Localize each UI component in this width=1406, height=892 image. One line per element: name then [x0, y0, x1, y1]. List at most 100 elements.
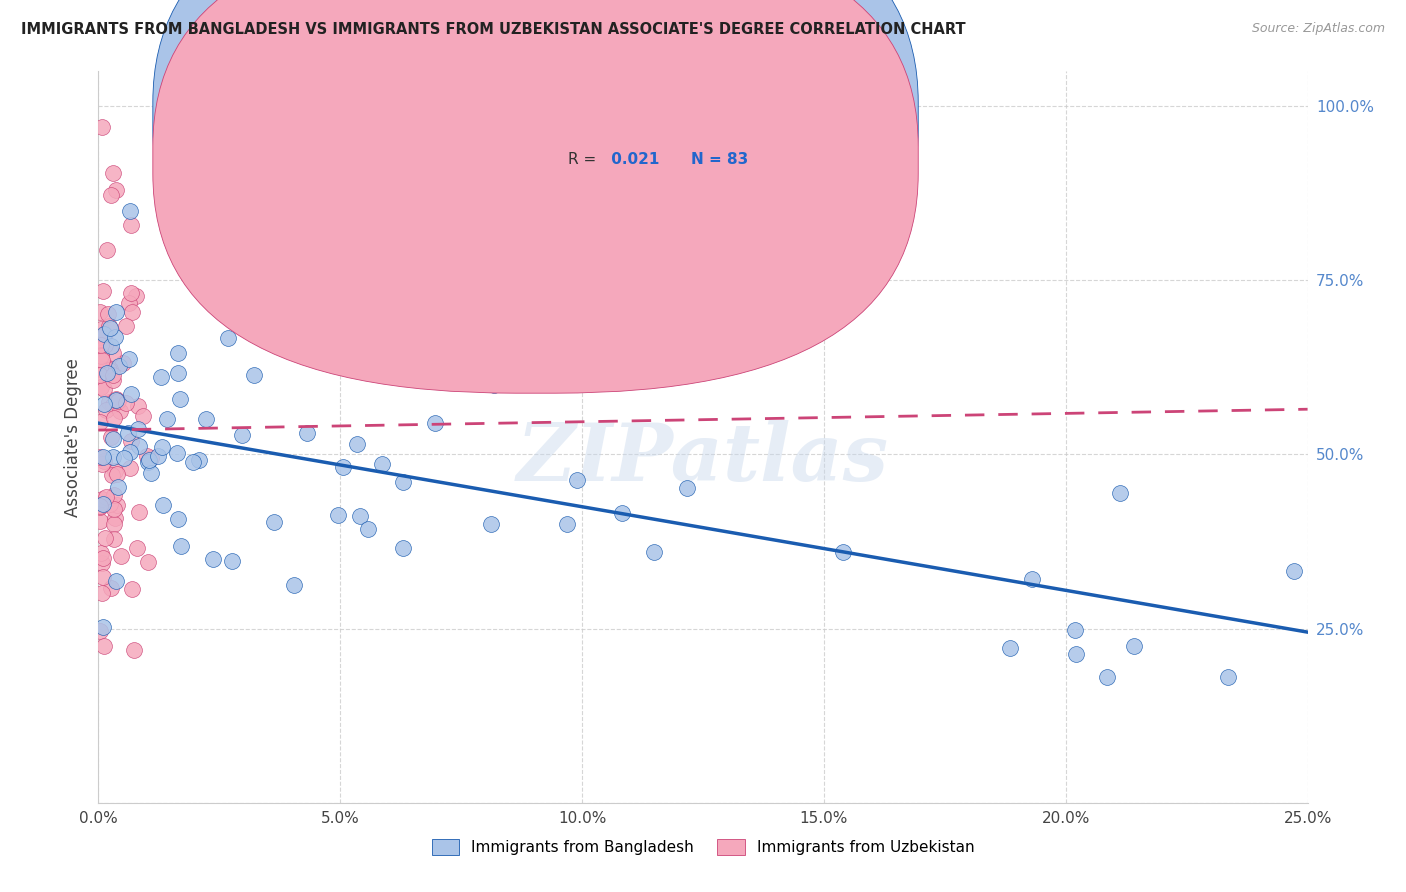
Point [349, 509, 371, 524]
Point [105, 498, 128, 512]
Point [135, 449, 157, 463]
Point [115, 396, 138, 410]
Point [94, 326, 117, 341]
Point [91, 620, 114, 634]
Point [97, 307, 120, 321]
Point [127, 399, 149, 413]
Point [89, 499, 111, 513]
Point [93, 338, 115, 352]
Point [89, 500, 111, 514]
Point [832, 545, 855, 559]
Point [136, 555, 159, 569]
Point [263, 515, 285, 529]
Point [482, 378, 505, 392]
Point [105, 467, 128, 481]
Point [998, 641, 1021, 656]
Point [423, 416, 446, 430]
Point [107, 394, 129, 409]
Point [118, 295, 141, 310]
Point [1284, 564, 1306, 578]
Point [101, 467, 124, 482]
Point [103, 368, 125, 383]
Point [120, 285, 142, 300]
Text: 0.021: 0.021 [606, 152, 659, 167]
Point [103, 501, 125, 516]
Point [94, 491, 117, 505]
Y-axis label: Associate's Degree: Associate's Degree [65, 358, 83, 516]
Point [104, 330, 127, 344]
FancyBboxPatch shape [494, 87, 810, 191]
Point [98, 497, 121, 511]
Point [96, 243, 118, 257]
Point [243, 368, 266, 383]
Point [104, 464, 127, 478]
Point [91, 120, 114, 134]
Point [97, 395, 120, 409]
Point [89, 416, 111, 430]
FancyBboxPatch shape [153, 0, 918, 350]
Point [112, 356, 135, 370]
Point [90, 586, 112, 600]
Point [104, 304, 127, 318]
Point [156, 411, 179, 425]
Point [100, 338, 122, 352]
Point [231, 427, 253, 442]
Point [187, 453, 209, 467]
Point [118, 445, 141, 459]
Point [97, 319, 120, 334]
Point [90, 338, 112, 352]
Point [98, 320, 121, 334]
Point [101, 346, 124, 360]
Point [93, 382, 115, 396]
Point [93, 639, 115, 653]
Point [120, 387, 142, 401]
Point [612, 507, 634, 521]
Point [217, 331, 239, 345]
Point [1095, 670, 1118, 684]
Point [103, 433, 125, 447]
Point [105, 574, 128, 589]
Point [1109, 486, 1132, 500]
Point [98, 362, 121, 376]
Point [150, 440, 173, 454]
Point [100, 430, 122, 444]
Point [152, 498, 174, 512]
Point [170, 539, 193, 553]
Point [127, 421, 149, 435]
Point [479, 517, 502, 532]
Point [167, 345, 190, 359]
Point [91, 556, 114, 570]
Point [121, 582, 143, 597]
Point [141, 467, 163, 481]
Point [89, 305, 111, 319]
Text: R =: R = [568, 152, 600, 167]
Point [371, 457, 394, 471]
Point [132, 409, 155, 424]
Point [1021, 572, 1043, 586]
Point [136, 455, 159, 469]
Point [283, 578, 305, 592]
Point [108, 359, 131, 373]
Point [91, 570, 114, 584]
Point [103, 166, 125, 180]
Point [117, 425, 139, 440]
Point [96, 366, 118, 380]
Point [103, 488, 125, 502]
Point [125, 289, 148, 303]
Point [643, 544, 665, 558]
Point [90, 545, 112, 559]
Text: N = 77: N = 77 [690, 112, 748, 127]
Point [1064, 623, 1087, 637]
Point [675, 481, 697, 495]
Point [105, 393, 128, 408]
Point [103, 411, 125, 425]
Point [91, 284, 114, 298]
Point [105, 184, 128, 198]
Point [91, 458, 114, 472]
Point [166, 512, 188, 526]
Point [150, 370, 173, 384]
Point [125, 541, 148, 555]
Point [89, 330, 111, 344]
Point [115, 318, 138, 333]
Point [101, 373, 124, 387]
